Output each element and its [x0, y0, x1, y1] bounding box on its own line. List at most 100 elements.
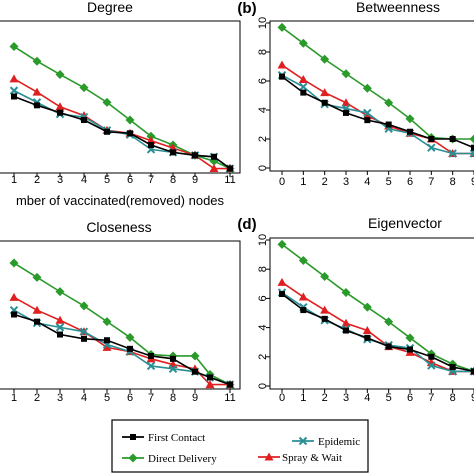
data-point	[227, 165, 233, 172]
series-line-first-contact	[281, 76, 474, 149]
data-point	[320, 272, 330, 281]
x-tick-label: 7	[428, 176, 434, 188]
data-point	[385, 343, 392, 350]
data-point	[298, 75, 308, 84]
y-tick-label: 0	[257, 383, 269, 389]
legend-label: Spray & Wait	[282, 452, 342, 464]
panel-label: (d)	[237, 216, 256, 233]
x-tick-label: 8	[450, 392, 456, 404]
x-tick-label: 7	[428, 392, 434, 404]
plot-frame	[269, 20, 474, 172]
data-point	[227, 381, 233, 388]
x-axis-label: mber of vaccinated(removed) nodes	[16, 193, 225, 208]
legend-marker-diamond	[128, 453, 138, 463]
data-point	[341, 98, 351, 107]
chart-title: Betweenness	[356, 0, 440, 15]
series-direct-delivery	[277, 22, 474, 144]
data-point	[79, 83, 89, 93]
data-point	[362, 326, 372, 335]
data-point	[279, 291, 285, 298]
legend-item-first-contact: First Contact	[122, 432, 205, 444]
data-point	[9, 42, 19, 52]
data-point	[277, 277, 287, 286]
data-point	[148, 352, 154, 359]
series-line-spray-wait	[281, 281, 474, 373]
data-point	[320, 88, 330, 97]
data-point	[449, 136, 456, 142]
data-point	[428, 353, 435, 360]
chart-title: Degree	[87, 0, 133, 15]
x-tick-label: 5	[386, 392, 392, 404]
data-point	[104, 337, 110, 344]
data-point	[364, 334, 371, 341]
data-point	[9, 258, 19, 268]
data-point	[469, 149, 474, 158]
data-point	[363, 108, 372, 118]
x-tick-label: 4	[364, 176, 370, 188]
y-tick-label: 8	[257, 49, 269, 55]
data-point	[34, 102, 40, 109]
data-point	[405, 114, 415, 124]
x-tick-label: 8	[450, 176, 456, 188]
data-point	[57, 109, 63, 116]
data-point	[34, 318, 40, 325]
x-tick-label: 4	[81, 392, 87, 404]
data-point	[341, 318, 351, 327]
data-point	[405, 333, 415, 343]
x-tick-label: 6	[127, 174, 133, 186]
data-point	[279, 73, 285, 80]
data-point	[11, 311, 17, 318]
data-point	[300, 307, 307, 314]
data-point	[341, 288, 351, 298]
data-point	[104, 128, 110, 135]
x-tick-label: 1	[300, 176, 306, 188]
data-point	[55, 102, 65, 111]
x-tick-label: 9	[471, 392, 474, 404]
data-point	[428, 136, 435, 142]
data-point	[9, 74, 19, 83]
data-point	[469, 134, 474, 144]
x-tick-label: 7	[148, 174, 154, 186]
data-point	[190, 351, 200, 361]
data-point	[321, 99, 328, 106]
data-point	[277, 60, 287, 69]
data-point	[427, 143, 436, 152]
data-point	[298, 255, 308, 265]
data-point	[407, 128, 413, 135]
series-line-epidemic	[281, 74, 474, 155]
plot-frame	[0, 20, 241, 174]
y-tick-label: 10	[257, 234, 269, 246]
data-point	[205, 380, 215, 389]
x-tick-label: 3	[57, 174, 63, 186]
data-point	[277, 239, 287, 249]
data-point	[79, 301, 89, 311]
data-point	[362, 302, 372, 312]
x-tick-label: 8	[170, 174, 176, 186]
x-tick-label: 5	[104, 174, 110, 186]
data-point	[55, 287, 65, 297]
data-point	[125, 332, 135, 342]
legend-item-epidemic: Epidemic	[292, 436, 360, 448]
y-tick-label: 0	[257, 165, 269, 171]
series-spray-wait	[277, 60, 474, 157]
data-point	[32, 56, 42, 66]
series-epidemic	[277, 70, 474, 158]
data-point	[384, 317, 394, 327]
x-tick-label: 9	[471, 176, 474, 188]
chart-panel-degree: Degree 1 2 3 4 5 6 7 8 9 11 mber of vaccinated(remo…	[0, 0, 241, 208]
series-first-contact	[279, 73, 474, 151]
data-point	[298, 292, 308, 301]
data-point	[341, 69, 351, 79]
x-tick-label: 6	[407, 176, 413, 188]
chart-panel-closeness: Closeness 1 2 3 4 5 6 7 8 9 11	[0, 219, 241, 404]
data-point	[125, 115, 135, 125]
data-point	[471, 144, 474, 151]
chart-title: Closeness	[86, 219, 151, 235]
series-line-direct-delivery	[13, 262, 231, 386]
plot-frame	[269, 237, 474, 390]
x-tick-label: 4	[364, 392, 370, 404]
data-point	[55, 69, 65, 79]
x-tick-label: 1	[11, 392, 17, 404]
data-point	[32, 87, 42, 96]
data-point	[384, 98, 394, 108]
